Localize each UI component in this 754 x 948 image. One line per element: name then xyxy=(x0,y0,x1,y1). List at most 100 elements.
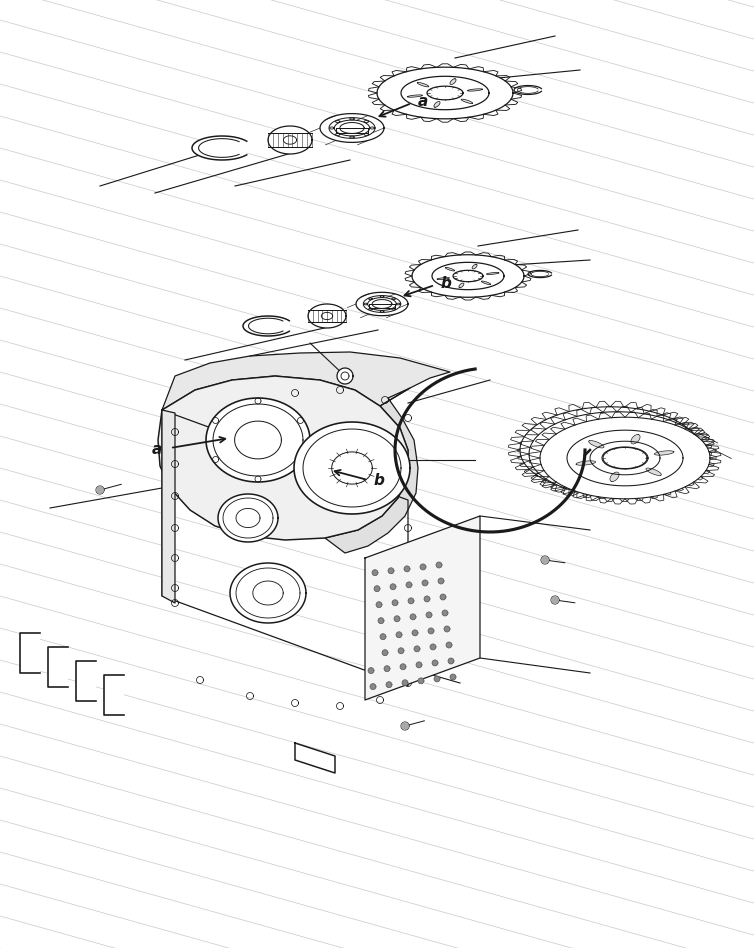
Polygon shape xyxy=(641,443,662,447)
Polygon shape xyxy=(388,568,394,574)
Polygon shape xyxy=(631,434,640,444)
Polygon shape xyxy=(459,283,464,287)
Polygon shape xyxy=(436,562,442,568)
Polygon shape xyxy=(580,436,596,444)
Polygon shape xyxy=(633,461,648,468)
Polygon shape xyxy=(426,611,432,618)
Polygon shape xyxy=(414,646,420,652)
Polygon shape xyxy=(520,407,700,493)
Polygon shape xyxy=(551,596,559,604)
Polygon shape xyxy=(434,101,440,107)
Polygon shape xyxy=(390,584,396,590)
Polygon shape xyxy=(410,614,416,620)
Polygon shape xyxy=(623,430,633,440)
Polygon shape xyxy=(647,447,667,451)
Polygon shape xyxy=(408,598,414,604)
Polygon shape xyxy=(378,618,384,624)
Polygon shape xyxy=(365,516,480,700)
Text: a: a xyxy=(418,94,428,108)
Polygon shape xyxy=(446,267,455,271)
Polygon shape xyxy=(572,431,587,439)
Polygon shape xyxy=(430,644,436,650)
Polygon shape xyxy=(412,629,418,636)
Polygon shape xyxy=(374,586,380,592)
Polygon shape xyxy=(616,425,626,435)
Polygon shape xyxy=(376,602,382,608)
Polygon shape xyxy=(20,633,40,673)
Polygon shape xyxy=(446,642,452,648)
Polygon shape xyxy=(646,468,661,476)
Polygon shape xyxy=(370,684,376,689)
Polygon shape xyxy=(294,422,410,514)
Polygon shape xyxy=(372,570,378,575)
Polygon shape xyxy=(406,582,412,588)
Polygon shape xyxy=(567,457,587,462)
Polygon shape xyxy=(438,578,444,584)
Polygon shape xyxy=(540,417,710,499)
Polygon shape xyxy=(76,661,96,701)
Polygon shape xyxy=(461,100,473,103)
Polygon shape xyxy=(230,563,306,623)
Polygon shape xyxy=(325,388,418,553)
Polygon shape xyxy=(158,376,408,540)
Polygon shape xyxy=(576,461,596,465)
Polygon shape xyxy=(420,564,426,570)
Polygon shape xyxy=(394,616,400,622)
Text: b: b xyxy=(441,276,452,290)
Polygon shape xyxy=(594,465,604,475)
Polygon shape xyxy=(437,278,449,280)
Polygon shape xyxy=(472,264,477,269)
Polygon shape xyxy=(428,628,434,634)
Polygon shape xyxy=(206,398,310,482)
Polygon shape xyxy=(96,486,104,494)
Polygon shape xyxy=(382,649,388,656)
Polygon shape xyxy=(408,95,422,98)
Polygon shape xyxy=(377,67,513,118)
Polygon shape xyxy=(243,316,290,336)
Polygon shape xyxy=(402,680,408,685)
Polygon shape xyxy=(639,465,654,472)
Polygon shape xyxy=(192,136,247,160)
Polygon shape xyxy=(589,441,604,448)
Polygon shape xyxy=(396,631,402,638)
Polygon shape xyxy=(400,664,406,669)
Polygon shape xyxy=(401,722,409,730)
Polygon shape xyxy=(602,468,611,478)
Polygon shape xyxy=(320,114,384,142)
Polygon shape xyxy=(356,292,408,316)
Polygon shape xyxy=(467,89,483,91)
Polygon shape xyxy=(541,556,549,564)
Text: b: b xyxy=(374,472,385,487)
Polygon shape xyxy=(434,676,440,682)
Polygon shape xyxy=(654,450,674,455)
Polygon shape xyxy=(424,596,430,602)
Polygon shape xyxy=(162,352,450,410)
Polygon shape xyxy=(440,594,446,600)
Polygon shape xyxy=(432,660,438,665)
Polygon shape xyxy=(442,610,448,616)
Polygon shape xyxy=(104,675,124,715)
Polygon shape xyxy=(308,304,346,328)
Polygon shape xyxy=(418,82,429,87)
Polygon shape xyxy=(392,600,398,606)
Polygon shape xyxy=(268,126,312,154)
Polygon shape xyxy=(412,255,524,298)
Polygon shape xyxy=(450,674,456,680)
Polygon shape xyxy=(422,580,428,586)
Polygon shape xyxy=(368,667,374,674)
Polygon shape xyxy=(404,566,410,572)
Polygon shape xyxy=(398,647,404,654)
Polygon shape xyxy=(380,633,386,640)
Polygon shape xyxy=(337,368,353,384)
Polygon shape xyxy=(162,410,175,603)
Polygon shape xyxy=(444,626,450,632)
Polygon shape xyxy=(386,682,392,687)
Polygon shape xyxy=(486,272,499,274)
Polygon shape xyxy=(558,453,579,458)
Polygon shape xyxy=(48,647,68,687)
Polygon shape xyxy=(610,472,619,482)
Polygon shape xyxy=(529,411,705,496)
Polygon shape xyxy=(481,281,491,284)
Polygon shape xyxy=(418,678,424,684)
Polygon shape xyxy=(416,662,422,667)
